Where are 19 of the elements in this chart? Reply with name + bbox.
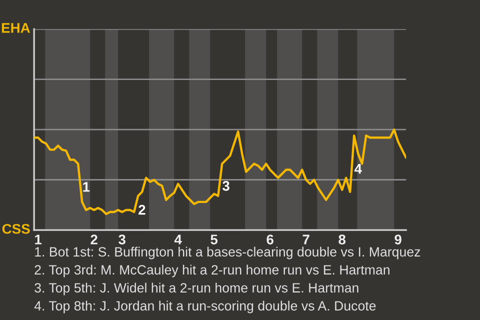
text: CSS xyxy=(2,224,30,234)
x-tick-label: 1 xyxy=(35,234,42,244)
annotation: 4 xyxy=(354,164,362,174)
x-tick-label: 5 xyxy=(210,234,218,244)
annotation: 1 xyxy=(83,182,90,192)
text: 1. Bot 1st: S. Buffington hit a bases-clearing double vs I. Marquez xyxy=(35,246,420,260)
x-tick-label: 3 xyxy=(118,234,126,244)
text: 3. Top 5th: J. Widel hit a 2-run home run vs E. Hartman xyxy=(34,282,358,296)
x-tick-label: 4 xyxy=(174,234,182,244)
annotation: 3 xyxy=(222,180,230,191)
x-tick-label: 2 xyxy=(90,234,98,244)
annotation: 2 xyxy=(138,204,146,215)
x-tick-label: 8 xyxy=(338,234,346,244)
text: 4. Top 8th: J. Jordan hit a run-scoring double vs A. Ducote xyxy=(34,300,376,314)
x-tick-label: 7 xyxy=(302,234,310,244)
text: 2. Top 3rd: M. McCauley hit a 2-run home run vs E. Hartman xyxy=(34,264,390,278)
text: EHA xyxy=(2,23,30,33)
x-tick-label: 9 xyxy=(394,234,402,244)
x-tick-label: 6 xyxy=(266,234,274,244)
